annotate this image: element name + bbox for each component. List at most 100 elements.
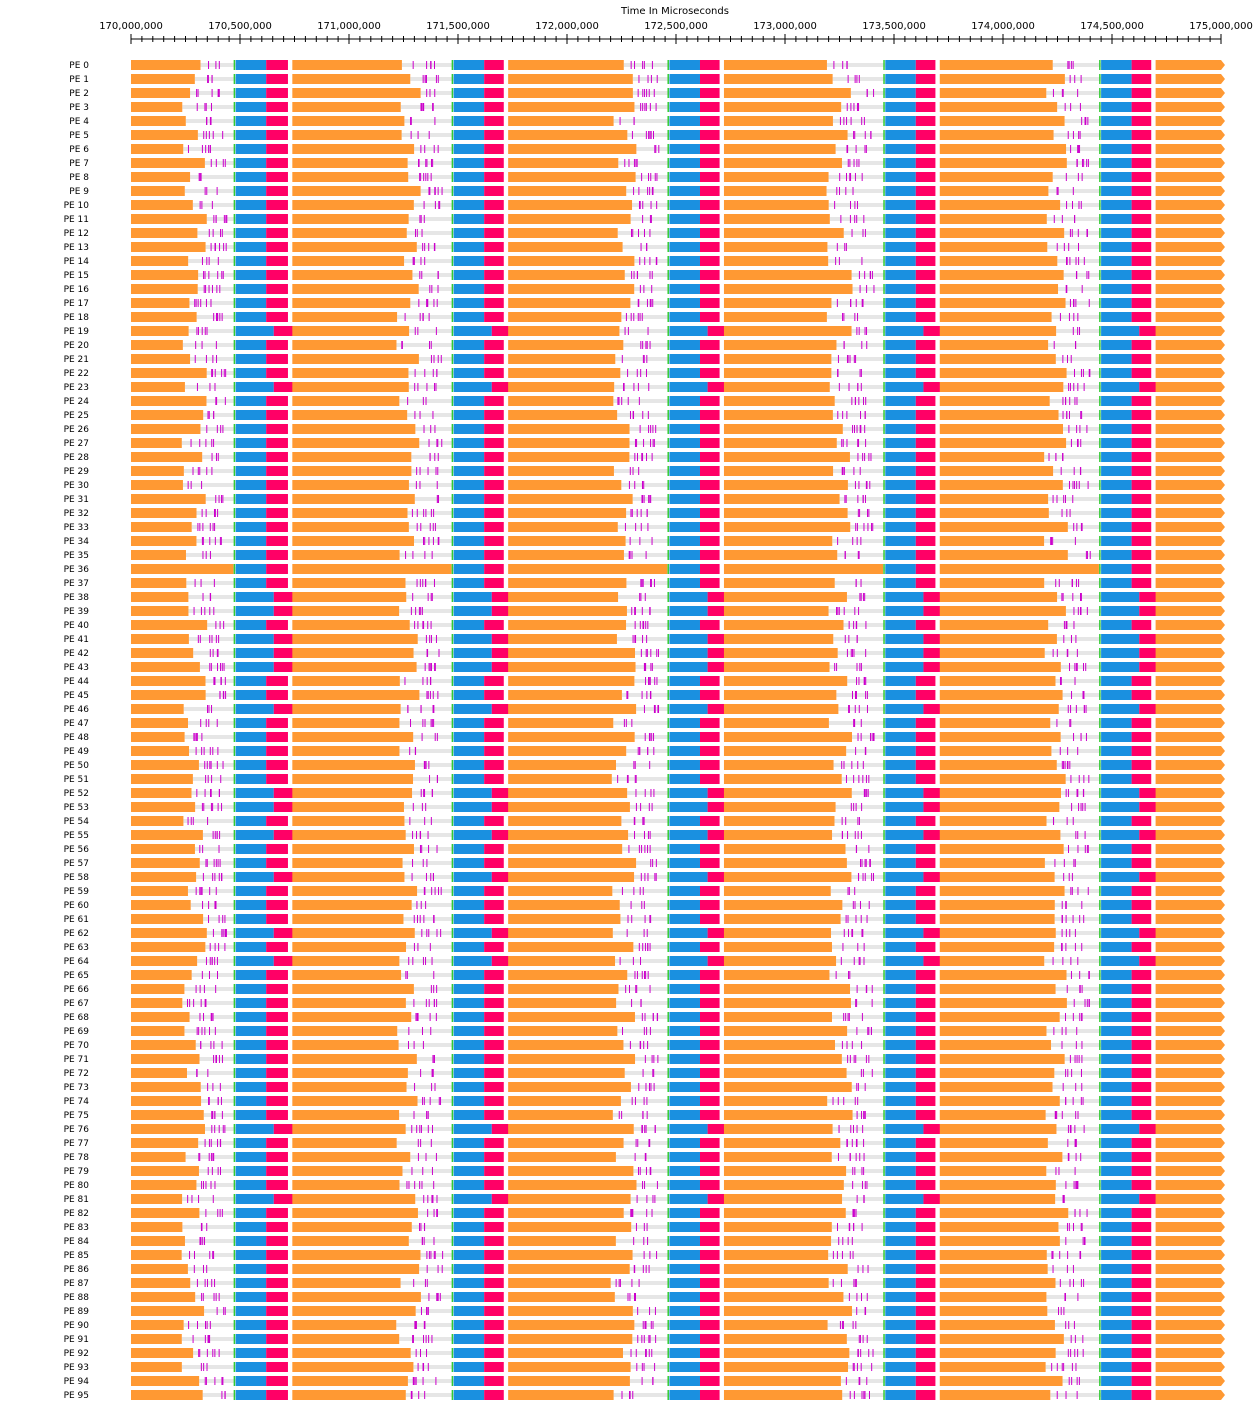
compute-segment xyxy=(723,200,829,210)
message-mark xyxy=(419,831,421,839)
blue-segment xyxy=(669,200,700,210)
message-mark xyxy=(631,999,633,1007)
blue-segment xyxy=(669,1320,700,1330)
message-mark xyxy=(438,201,440,209)
red-segment xyxy=(273,802,296,812)
blue-segment xyxy=(1101,130,1132,140)
compute-segment xyxy=(1155,466,1221,476)
message-mark xyxy=(634,621,636,629)
message-mark xyxy=(630,313,632,321)
compute-segment xyxy=(131,60,201,70)
message-mark xyxy=(426,1279,428,1287)
message-mark xyxy=(862,299,864,307)
pe-label: PE 1 xyxy=(69,75,89,85)
blue-segment xyxy=(453,690,485,700)
red-segment xyxy=(699,508,720,518)
blue-segment xyxy=(669,1012,700,1022)
blue-segment xyxy=(669,1054,700,1064)
message-mark xyxy=(1053,215,1055,223)
red-segment xyxy=(484,858,504,868)
compute-segment xyxy=(723,1124,833,1134)
message-mark xyxy=(430,593,432,601)
green-mark xyxy=(883,1068,885,1078)
compute-segment xyxy=(723,606,829,616)
green-mark xyxy=(451,746,454,756)
idle-segment xyxy=(633,1169,670,1173)
message-mark xyxy=(430,1139,432,1147)
message-mark xyxy=(837,369,839,377)
red-segment xyxy=(266,844,288,854)
compute-segment xyxy=(131,1320,184,1330)
message-mark xyxy=(651,285,653,293)
message-mark xyxy=(206,1279,208,1287)
compute-segment xyxy=(723,1292,844,1302)
idle-segment xyxy=(182,483,236,487)
compute-segment xyxy=(1155,1040,1221,1050)
idle-segment xyxy=(399,609,454,613)
pe-label: PE 30 xyxy=(64,481,90,491)
message-mark xyxy=(432,705,434,713)
message-mark xyxy=(842,467,844,475)
green-mark xyxy=(233,438,236,448)
compute-segment xyxy=(508,1194,631,1204)
message-mark xyxy=(210,1041,212,1049)
blue-segment xyxy=(453,102,485,112)
message-mark xyxy=(870,1027,872,1035)
compute-segment xyxy=(939,970,1067,980)
pe-row: PE 1 xyxy=(69,74,1225,85)
message-mark xyxy=(433,985,435,993)
message-mark xyxy=(218,89,220,97)
message-mark xyxy=(656,649,658,657)
continuation-arrow xyxy=(1221,1040,1225,1050)
message-mark xyxy=(204,1027,206,1035)
idle-segment xyxy=(200,63,236,67)
message-mark xyxy=(1074,1139,1076,1147)
message-mark xyxy=(415,481,417,489)
message-mark xyxy=(1070,775,1072,783)
message-mark xyxy=(416,915,418,923)
message-mark xyxy=(433,355,435,363)
message-mark xyxy=(1074,397,1076,405)
green-mark xyxy=(451,158,454,168)
idle-segment xyxy=(420,189,454,193)
idle-segment xyxy=(1062,483,1102,487)
message-mark xyxy=(1052,1265,1054,1273)
pe-row: PE 35 xyxy=(64,550,1225,561)
green-mark xyxy=(451,592,454,602)
continuation-arrow xyxy=(1221,816,1225,826)
message-mark xyxy=(214,943,216,951)
idle-segment xyxy=(1066,441,1102,445)
message-mark xyxy=(422,1097,424,1105)
red-segment xyxy=(923,872,944,882)
message-mark xyxy=(424,243,426,251)
red-segment xyxy=(1139,830,1159,840)
message-mark xyxy=(641,481,643,489)
continuation-arrow xyxy=(1221,760,1225,770)
message-mark xyxy=(428,537,430,545)
red-segment xyxy=(699,900,720,910)
idle-segment xyxy=(398,1043,454,1047)
message-mark xyxy=(1080,1223,1082,1231)
message-mark xyxy=(215,635,217,643)
message-mark xyxy=(635,789,637,797)
red-segment xyxy=(484,1362,504,1372)
blue-segment xyxy=(235,256,267,266)
green-mark xyxy=(883,214,885,224)
green-mark xyxy=(667,914,669,924)
message-mark xyxy=(1075,1041,1077,1049)
message-mark xyxy=(196,1027,198,1035)
red-segment xyxy=(484,1026,504,1036)
blue-segment xyxy=(885,340,916,350)
red-segment xyxy=(1131,690,1152,700)
message-mark xyxy=(635,803,637,811)
continuation-arrow xyxy=(1221,1222,1225,1232)
compute-segment xyxy=(939,984,1056,994)
idle-segment xyxy=(852,735,886,739)
message-mark xyxy=(872,873,874,881)
message-mark xyxy=(201,887,203,895)
message-mark xyxy=(1075,1181,1077,1189)
message-mark xyxy=(220,663,222,671)
continuation-arrow xyxy=(1221,718,1225,728)
compute-segment xyxy=(508,620,627,630)
red-segment xyxy=(1131,1012,1152,1022)
